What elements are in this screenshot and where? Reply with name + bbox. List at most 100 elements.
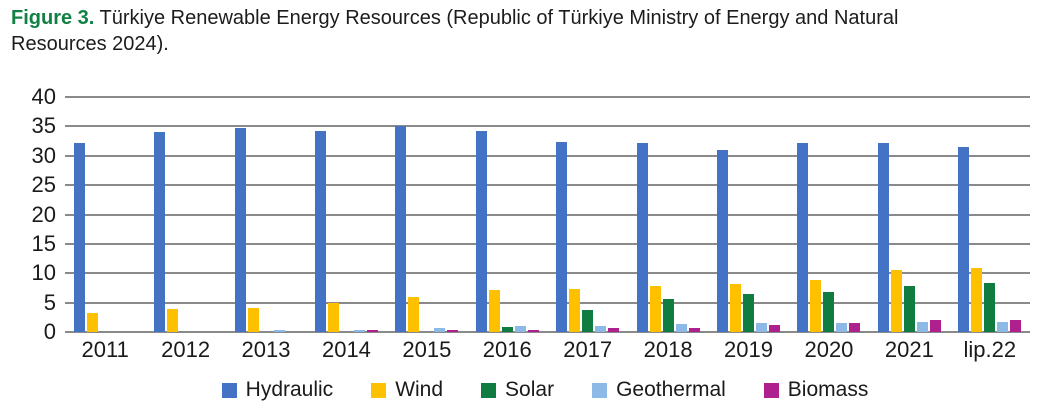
bar-group-2012 — [153, 96, 219, 332]
bar-geothermal-2018 — [675, 324, 687, 332]
legend-label-biomass: Biomass — [787, 378, 869, 401]
x-tick-label-2014: 2014 — [321, 337, 371, 362]
bar-wind-lip.22 — [971, 268, 983, 332]
gridline-15 — [65, 242, 1030, 245]
bar-hydraulic-2011 — [73, 143, 85, 332]
legend-swatch-solar — [481, 382, 497, 398]
bar-group-2019 — [716, 96, 782, 332]
bar-hydraulic-lip.22 — [958, 147, 970, 332]
legend-item-wind: Wind — [371, 378, 443, 402]
figure-caption-line2: Resources 2024). — [11, 33, 169, 55]
gridline-5 — [65, 301, 1030, 304]
legend-label-solar: Solar — [505, 378, 555, 401]
legend-label-hydraulic: Hydraulic — [245, 378, 334, 401]
bar-solar-lip.22 — [984, 283, 996, 332]
bar-geothermal-lip.22 — [997, 322, 1009, 332]
gridline-30 — [65, 154, 1030, 157]
bar-solar-2016 — [501, 327, 513, 332]
x-tick-label-2020: 2020 — [804, 337, 854, 362]
bar-biomass-2014 — [366, 330, 378, 332]
bar-geothermal-2017 — [595, 326, 607, 332]
y-tick-label-40: 40 — [31, 84, 56, 109]
bar-wind-2012 — [167, 309, 179, 332]
bar-group-2015 — [394, 96, 460, 332]
y-tick-label-20: 20 — [31, 201, 56, 227]
bar-group-lip.22 — [957, 96, 1023, 332]
bar-biomass-2016 — [527, 330, 539, 332]
bar-hydraulic-2018 — [636, 143, 648, 332]
bar-wind-2014 — [327, 303, 339, 332]
bar-hydraulic-2015 — [395, 126, 407, 332]
bar-solar-2019 — [743, 294, 755, 332]
gridline-35 — [65, 125, 1030, 128]
bar-geothermal-2021 — [916, 322, 928, 332]
bar-biomass-2018 — [688, 328, 700, 332]
bar-hydraulic-2014 — [314, 131, 326, 332]
y-tick-label-30: 30 — [31, 142, 56, 168]
bar-group-2013 — [233, 96, 299, 332]
bar-group-2020 — [796, 96, 862, 332]
x-tick-label-2013: 2013 — [241, 337, 291, 362]
bar-wind-2013 — [247, 308, 259, 332]
x-tick-label-2015: 2015 — [402, 337, 452, 362]
bar-group-2018 — [635, 96, 701, 332]
bar-hydraulic-2017 — [556, 142, 568, 332]
bar-hydraulic-2020 — [797, 143, 809, 332]
bar-geothermal-2019 — [756, 323, 768, 332]
legend-swatch-wind — [371, 382, 387, 398]
x-tick-label-2018: 2018 — [643, 337, 693, 362]
legend-swatch-biomass — [763, 382, 779, 398]
bar-hydraulic-2012 — [154, 132, 166, 332]
legend-label-wind: Wind — [395, 378, 444, 401]
x-tick-label-2019: 2019 — [724, 337, 773, 362]
bar-biomass-2015 — [447, 330, 459, 332]
bar-solar-2017 — [582, 310, 594, 332]
bar-wind-2021 — [890, 270, 902, 332]
gridline-20 — [65, 213, 1030, 216]
bar-solar-2020 — [823, 292, 835, 332]
gridline-0 — [65, 331, 1030, 333]
bar-group-2014 — [313, 96, 379, 332]
bar-group-2021 — [876, 96, 942, 332]
gridline-25 — [65, 184, 1030, 187]
x-tick-label-lip.22: lip.22 — [963, 337, 1017, 362]
figure-caption: Figure 3. Türkiye Renewable Energy Resou… — [11, 5, 1051, 57]
legend-swatch-geothermal — [592, 382, 608, 398]
x-tick-label-2011: 2011 — [81, 337, 129, 362]
figure-label: Figure 3. — [11, 7, 95, 29]
bar-geothermal-2013 — [273, 330, 285, 332]
y-tick-label-25: 25 — [31, 172, 56, 198]
bar-solar-2018 — [662, 299, 674, 332]
figure-caption-text1: Türkiye Renewable Energy Resources (Repu… — [94, 7, 899, 29]
bar-biomass-lip.22 — [1010, 320, 1022, 332]
bar-geothermal-2020 — [836, 323, 848, 332]
bar-geothermal-2015 — [434, 328, 446, 332]
legend-swatch-hydraulic — [221, 382, 237, 398]
legend-item-hydraulic: Hydraulic — [221, 378, 334, 402]
bar-geothermal-2016 — [514, 326, 526, 332]
bar-biomass-2020 — [849, 323, 861, 332]
bar-wind-2018 — [649, 286, 661, 332]
bar-wind-2015 — [408, 297, 420, 332]
chart-legend: Hydraulic Wind Solar Geothermal Biomass — [60, 378, 1030, 402]
y-tick-label-10: 10 — [31, 260, 56, 286]
gridline-10 — [65, 272, 1030, 275]
x-tick-label-2017: 2017 — [563, 337, 613, 362]
y-tick-label-5: 5 — [43, 289, 56, 315]
bar-biomass-2019 — [769, 325, 781, 332]
bar-wind-2019 — [730, 284, 742, 332]
legend-label-geothermal: Geothermal — [616, 378, 726, 401]
bar-hydraulic-2013 — [234, 128, 246, 332]
figure-caption-line1: Figure 3. Türkiye Renewable Energy Resou… — [11, 5, 1051, 31]
bar-hydraulic-2019 — [717, 150, 729, 332]
bar-wind-2016 — [488, 290, 500, 332]
bar-biomass-2021 — [929, 320, 941, 332]
bar-wind-2017 — [569, 289, 581, 332]
y-tick-label-15: 15 — [31, 230, 56, 256]
legend-item-solar: Solar — [481, 378, 554, 402]
y-tick-label-0: 0 — [43, 319, 56, 344]
gridline-40 — [65, 96, 1030, 98]
legend-item-geothermal: Geothermal — [592, 378, 726, 402]
bar-group-2017 — [555, 96, 621, 332]
bar-group-2011 — [72, 96, 138, 332]
